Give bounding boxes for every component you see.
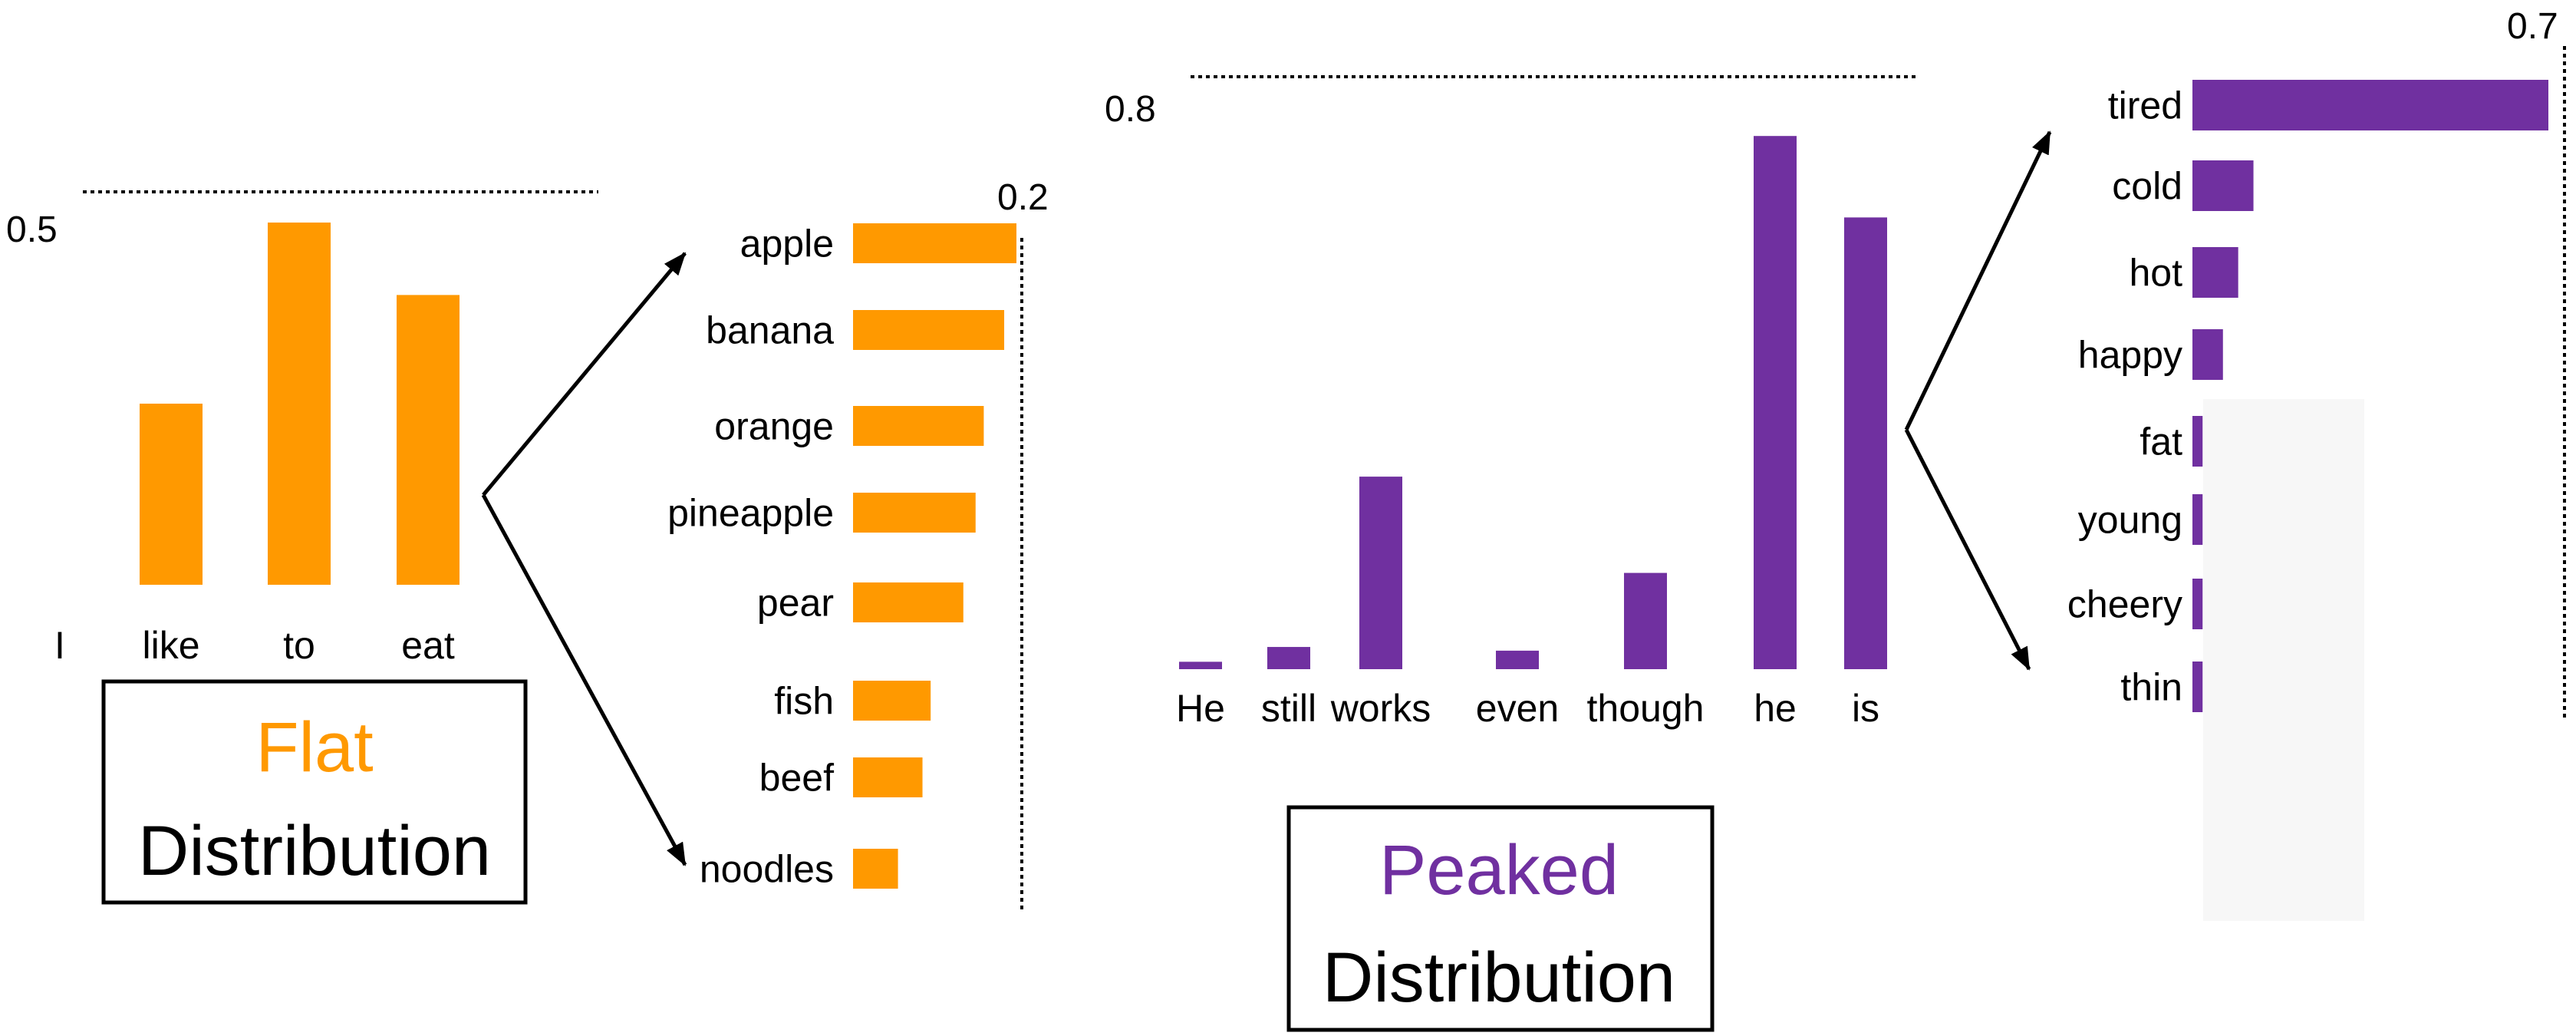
peaked-context-tick-label: works	[1330, 687, 1431, 730]
peaked-next-background-panel	[2203, 399, 2364, 921]
peaked-next-bar-cold	[2192, 160, 2254, 211]
peaked-next-tick-label: happy	[2078, 334, 2182, 377]
flat-context-tick-label: to	[283, 624, 315, 667]
peaked-context-bar-though-4	[1624, 572, 1667, 669]
flat-arrow-down	[481, 493, 687, 866]
peaked-next-tick-label: young	[2078, 499, 2182, 542]
peaked-distribution-label: Distribution	[1323, 939, 1675, 1017]
peaked-next-tick-label: tired	[2108, 84, 2182, 127]
flat-next-bar-orange	[853, 406, 984, 446]
flat-next-bar-banana	[853, 310, 1005, 350]
flat-next-bar-fish	[853, 681, 931, 721]
flat-next-tick-label: orange	[714, 405, 834, 448]
peaked-next-tick-label: thin	[2120, 666, 2182, 709]
peaked-context-tick-label: He	[1176, 687, 1225, 730]
flat-next-bar-noodles	[853, 849, 898, 889]
peaked-context-bar-he-5	[1754, 136, 1797, 669]
peaked-next-bar-hot	[2192, 247, 2238, 298]
flat-context-bar-to-2	[268, 223, 331, 585]
peaked-next-bar-thin	[2192, 662, 2203, 712]
peaked-next-chart: 0.7 tired cold hot happy fat young cheery thin	[2067, 6, 2566, 921]
flat-next-bar-pineapple	[853, 493, 976, 533]
peaked-context-tick-label: though	[1587, 687, 1705, 730]
flat-next-bar-pear	[853, 582, 964, 622]
flat-context-bar-eat-3	[397, 295, 460, 585]
flat-next-tick-label: apple	[740, 223, 834, 266]
peaked-next-bar-cheery	[2192, 579, 2203, 629]
flat-context-tick-label: eat	[401, 624, 455, 667]
peaked-next-max-label: 0.7	[2507, 6, 2558, 47]
peaked-next-bar-young	[2192, 494, 2203, 545]
peaked-context-bar-he-0	[1179, 662, 1222, 669]
flat-next-tick-label: banana	[706, 309, 834, 352]
flat-next-tick-label: fish	[774, 680, 834, 723]
peaked-word: Peaked	[1379, 831, 1619, 909]
peaked-context-max-label: 0.8	[1105, 89, 1156, 130]
flat-next-tick-label: noodles	[700, 848, 834, 891]
flat-next-max-label: 0.2	[997, 177, 1049, 218]
flat-next-chart: 0.2 apple banana orange pineapple pear fish be…	[667, 177, 1049, 913]
flat-next-tick-label: pear	[757, 582, 834, 625]
peaked-next-tick-label: cheery	[2067, 583, 2182, 626]
peaked-context-bar-still-1	[1267, 647, 1310, 669]
peaked-next-tick-label: fat	[2140, 421, 2182, 464]
peaked-next-bar-tired	[2192, 80, 2548, 130]
flat-next-bar-apple	[853, 223, 1016, 263]
peaked-context-tick-label: still	[1261, 687, 1316, 730]
peaked-context-bar-works-2	[1359, 477, 1402, 669]
flat-arrow-up	[482, 252, 687, 497]
peaked-context-tick-label: he	[1754, 687, 1797, 730]
peaked-arrow-up	[1904, 130, 2052, 431]
flat-distribution-label: Distribution	[138, 812, 491, 890]
flat-context-max-label: 0.5	[6, 210, 58, 250]
peaked-next-bar-happy	[2192, 329, 2223, 380]
peaked-context-tick-label: is	[1852, 687, 1879, 730]
flat-word: Flat	[255, 708, 373, 787]
peaked-next-tick-label: hot	[2129, 252, 2182, 295]
flat-distribution-box: Flat Distribution	[101, 679, 528, 905]
peaked-context-chart: 0.8 He still works even though he is	[1105, 75, 1918, 730]
peaked-distribution-box: Peaked Distribution	[1286, 805, 1715, 1032]
peaked-context-bar-is-6	[1844, 217, 1887, 670]
flat-context-tick-label: I	[54, 624, 65, 667]
peaked-next-bar-fat	[2192, 416, 2203, 467]
flat-next-tick-label: pineapple	[667, 492, 834, 535]
flat-context-bar-like-1	[140, 404, 203, 585]
peaked-context-tick-label: even	[1476, 687, 1559, 730]
flat-context-tick-label: like	[142, 624, 199, 667]
peaked-arrow-down	[1904, 428, 2031, 671]
flat-next-tick-label: beef	[759, 757, 834, 800]
peaked-context-bar-even-3	[1496, 650, 1539, 669]
peaked-next-tick-label: cold	[2112, 165, 2182, 208]
flat-next-bar-beef	[853, 757, 923, 797]
